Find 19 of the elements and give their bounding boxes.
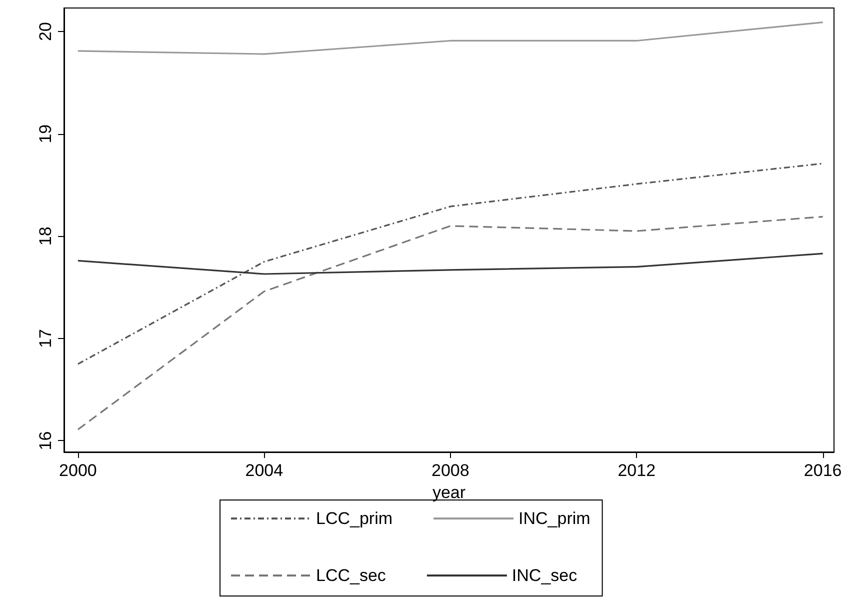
line-series <box>77 252 824 275</box>
y-tick-label: 20 <box>36 22 55 41</box>
y-tick-label: 16 <box>36 431 55 450</box>
line-series <box>77 216 824 430</box>
y-tick-label: 18 <box>36 226 55 246</box>
x-tick-label: 2004 <box>245 461 284 480</box>
x-tick-label: 2008 <box>431 461 470 480</box>
x-tick-label: 2012 <box>618 461 656 480</box>
x-axis-title: year <box>432 482 466 502</box>
y-tick-label: 17 <box>36 328 55 348</box>
y-tick-label: 19 <box>36 124 55 144</box>
legend-label: INC_prim <box>518 509 590 528</box>
line-series <box>77 162 824 365</box>
legend-label: LCC_sec <box>316 566 386 585</box>
x-tick-label: 2000 <box>59 461 97 480</box>
line-series <box>77 22 824 55</box>
legend-label: LCC_prim <box>316 509 393 528</box>
x-tick-label: 2016 <box>804 461 842 480</box>
legend-label: INC_sec <box>512 566 578 585</box>
